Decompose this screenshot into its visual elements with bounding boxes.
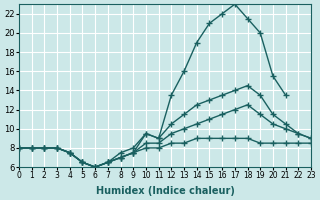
X-axis label: Humidex (Indice chaleur): Humidex (Indice chaleur) (96, 186, 235, 196)
